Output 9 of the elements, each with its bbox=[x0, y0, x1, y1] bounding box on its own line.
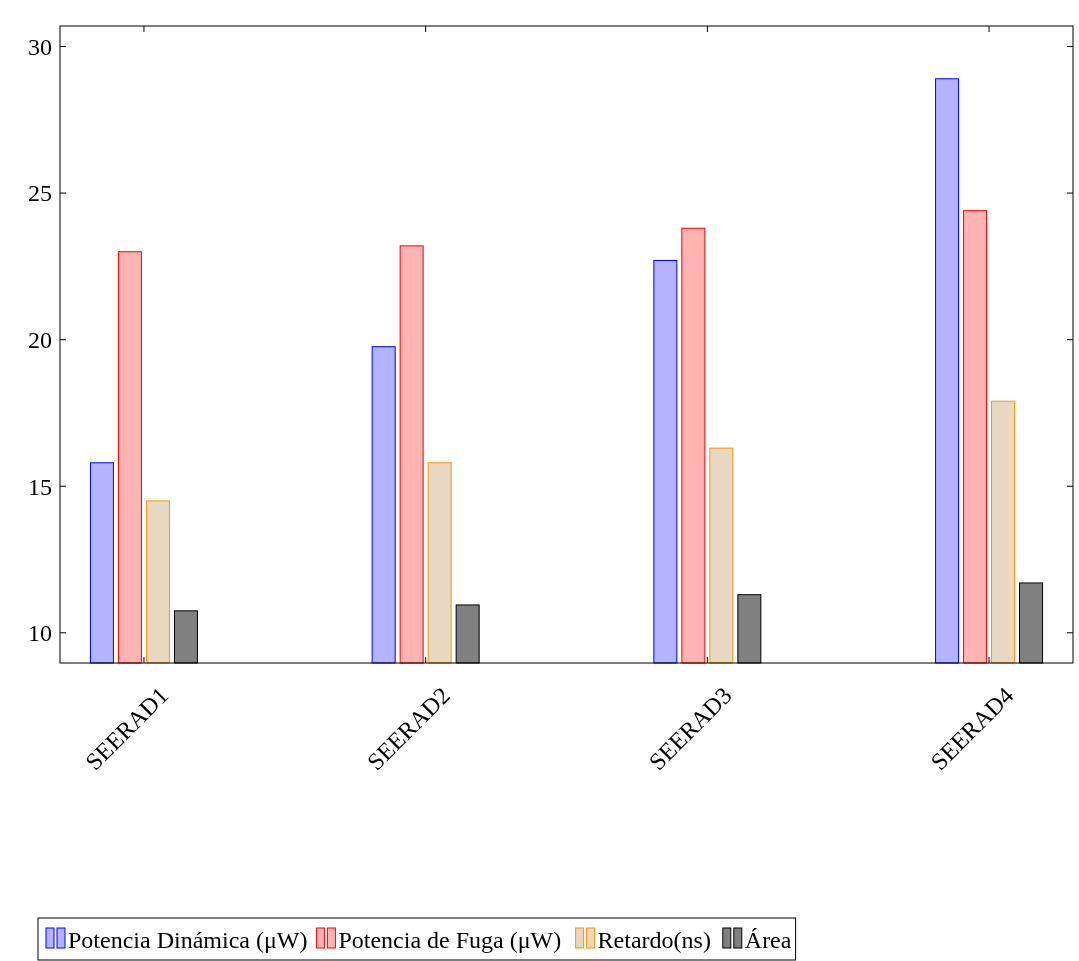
legend-label: Retardo(ns) bbox=[597, 927, 711, 953]
legend-label: Potencia de Fuga (μW) bbox=[338, 927, 562, 953]
y-tick-label: 25 bbox=[28, 180, 52, 207]
y-tick-label: 15 bbox=[28, 473, 52, 500]
y-tick-label: 20 bbox=[28, 327, 52, 354]
y-tick-label: 10 bbox=[28, 620, 52, 647]
y-tick-label: 30 bbox=[28, 33, 52, 60]
legend-label: Área bbox=[744, 927, 792, 953]
legend-label: Potencia Dinámica (μW) bbox=[68, 927, 308, 953]
